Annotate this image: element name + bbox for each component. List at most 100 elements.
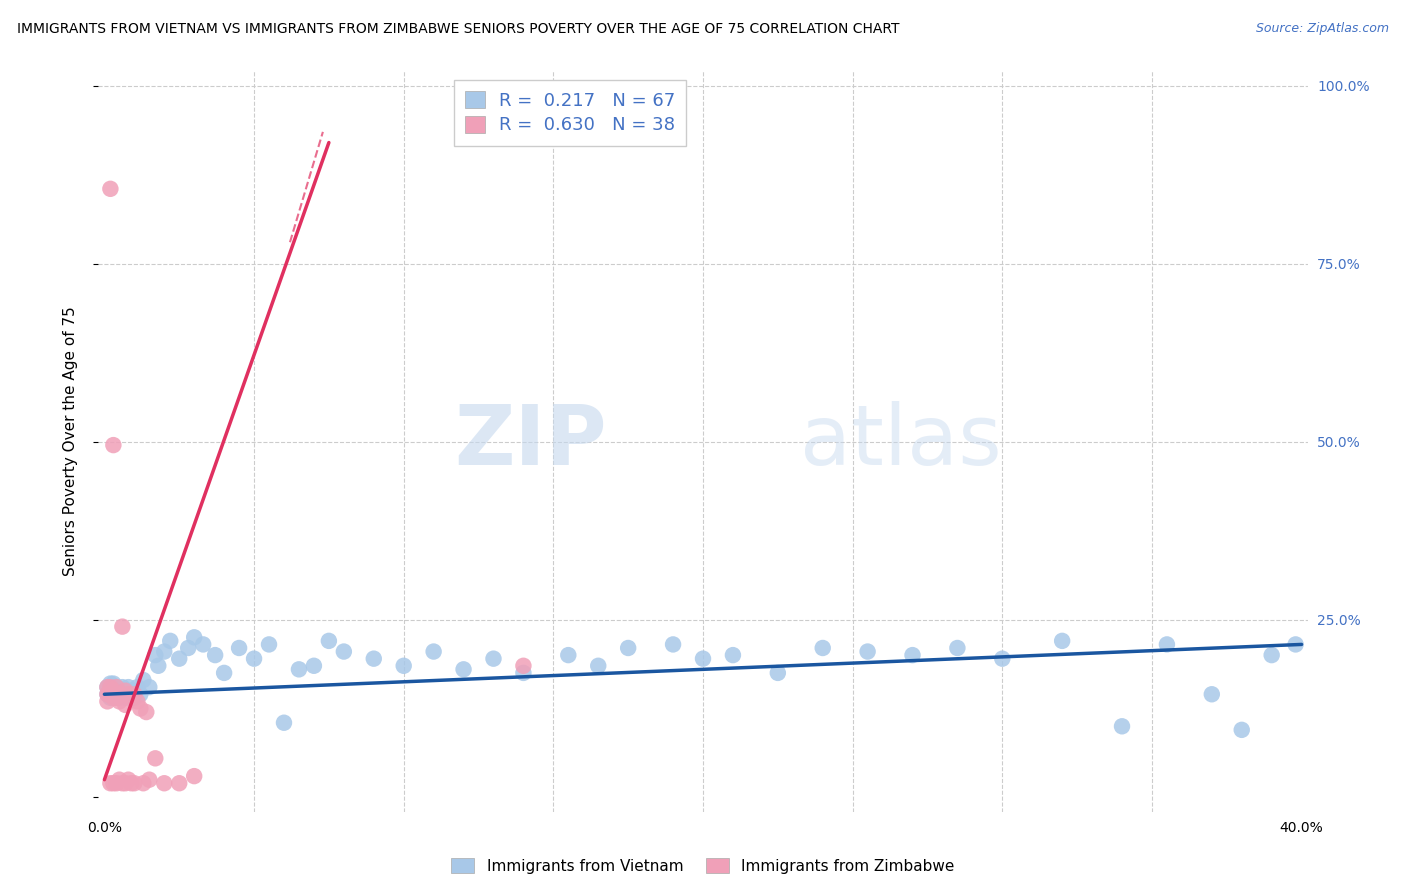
- Point: [105, 687, 128, 701]
- Point: [1050, 633, 1073, 648]
- Point: [114, 683, 136, 698]
- Point: [111, 687, 134, 701]
- Point: [96, 680, 118, 694]
- Point: [557, 648, 579, 662]
- Text: Source: ZipAtlas.com: Source: ZipAtlas.com: [1256, 22, 1389, 36]
- Point: [114, 698, 136, 712]
- Point: [167, 776, 190, 790]
- Point: [512, 665, 534, 680]
- Point: [766, 665, 789, 680]
- Point: [96, 687, 118, 701]
- Point: [422, 644, 444, 658]
- Point: [108, 687, 131, 701]
- Point: [111, 776, 134, 790]
- Point: [148, 658, 170, 673]
- Point: [617, 640, 640, 655]
- Point: [127, 680, 149, 694]
- Point: [124, 776, 146, 790]
- Point: [333, 644, 356, 658]
- Point: [124, 687, 146, 701]
- Point: [183, 630, 205, 644]
- Point: [108, 690, 131, 705]
- Text: atlas: atlas: [800, 401, 1001, 482]
- Point: [212, 665, 235, 680]
- Point: [138, 772, 160, 787]
- Point: [811, 640, 834, 655]
- Point: [111, 680, 134, 694]
- Point: [482, 651, 505, 665]
- Point: [103, 687, 125, 701]
- Point: [153, 776, 176, 790]
- Point: [991, 651, 1014, 665]
- Point: [108, 683, 131, 698]
- Point: [856, 644, 879, 658]
- Point: [103, 680, 125, 694]
- Point: [1230, 723, 1253, 737]
- Point: [1201, 687, 1223, 701]
- Point: [100, 676, 122, 690]
- Point: [302, 658, 325, 673]
- Point: [103, 776, 125, 790]
- Point: [114, 683, 136, 698]
- Point: [127, 694, 149, 708]
- Point: [183, 769, 205, 783]
- Point: [132, 673, 155, 687]
- Point: [453, 662, 475, 676]
- Point: [103, 683, 125, 698]
- Point: [193, 637, 215, 651]
- Point: [243, 651, 266, 665]
- Point: [153, 644, 176, 658]
- Point: [586, 658, 609, 673]
- Point: [96, 694, 118, 708]
- Point: [1156, 637, 1178, 651]
- Point: [96, 680, 118, 694]
- Point: [143, 648, 166, 662]
- Point: [257, 637, 280, 651]
- Point: [100, 776, 122, 790]
- Point: [100, 687, 122, 701]
- Point: [117, 687, 139, 701]
- Point: [117, 687, 139, 701]
- Point: [103, 676, 125, 690]
- Point: [100, 690, 122, 705]
- Point: [105, 690, 128, 705]
- Point: [120, 776, 142, 790]
- Point: [114, 690, 136, 705]
- Point: [111, 620, 134, 634]
- Point: [108, 694, 131, 708]
- Point: [512, 658, 534, 673]
- Legend: R =  0.217   N = 67, R =  0.630   N = 38: R = 0.217 N = 67, R = 0.630 N = 38: [454, 79, 686, 146]
- Point: [100, 683, 122, 698]
- Point: [103, 438, 125, 452]
- Legend: Immigrants from Vietnam, Immigrants from Zimbabwe: Immigrants from Vietnam, Immigrants from…: [446, 852, 960, 880]
- Point: [363, 651, 385, 665]
- Point: [273, 715, 295, 730]
- Point: [1284, 637, 1306, 651]
- Point: [103, 690, 125, 705]
- Point: [288, 662, 311, 676]
- Point: [318, 633, 340, 648]
- Point: [177, 640, 200, 655]
- Text: ZIP: ZIP: [454, 401, 606, 482]
- Point: [105, 680, 128, 694]
- Y-axis label: Seniors Poverty Over the Age of 75: Seniors Poverty Over the Age of 75: [63, 307, 77, 576]
- Point: [901, 648, 924, 662]
- Point: [96, 687, 118, 701]
- Point: [662, 637, 685, 651]
- Point: [721, 648, 744, 662]
- Point: [120, 683, 142, 698]
- Point: [138, 680, 160, 694]
- Point: [132, 776, 155, 790]
- Point: [159, 633, 181, 648]
- Point: [100, 182, 122, 196]
- Point: [692, 651, 714, 665]
- Point: [228, 640, 250, 655]
- Point: [108, 772, 131, 787]
- Point: [167, 651, 190, 665]
- Point: [105, 776, 128, 790]
- Point: [100, 680, 122, 694]
- Point: [129, 687, 152, 701]
- Point: [117, 772, 139, 787]
- Point: [1111, 719, 1133, 733]
- Point: [129, 701, 152, 715]
